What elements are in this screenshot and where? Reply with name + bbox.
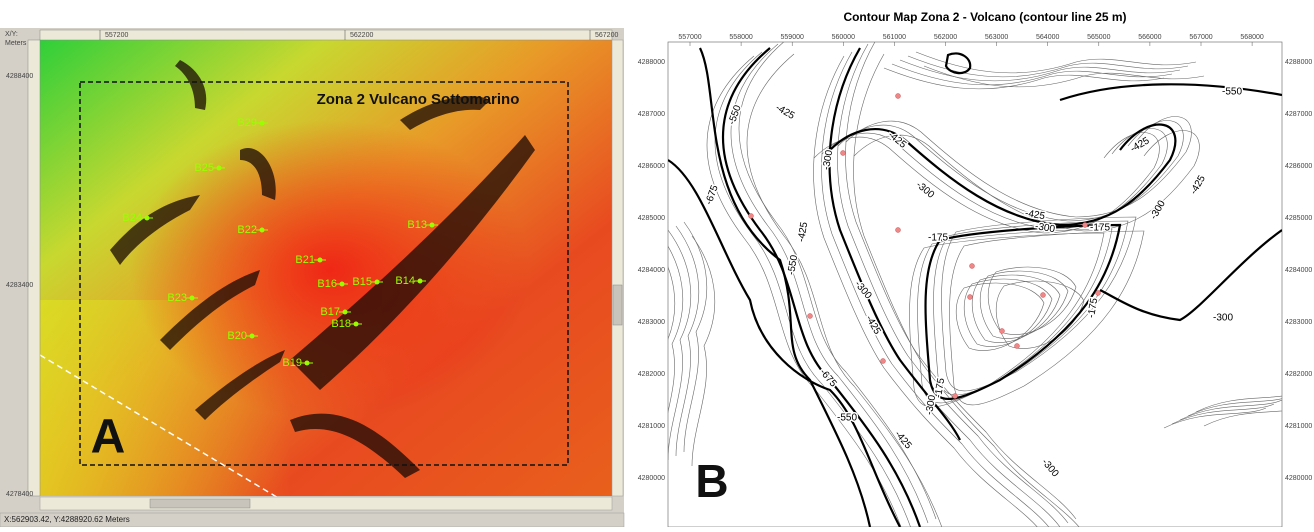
scroll-thumb[interactable] — [150, 499, 250, 508]
y-tick-label: 4286000 — [638, 163, 665, 170]
point-label: B15 — [352, 276, 372, 288]
point-label: B16 — [317, 278, 337, 290]
point-label: B17 — [320, 306, 340, 318]
x-tick-label: 568000 — [1240, 34, 1263, 41]
point-label: B22 — [237, 224, 257, 236]
left-ruler — [28, 40, 40, 496]
y-tick-label: 4280000 — [1285, 475, 1312, 482]
y-tick-label: 4281000 — [638, 423, 665, 430]
y-tick-label: 4281000 — [1285, 423, 1312, 430]
y-tick-label: 4286000 — [1285, 163, 1312, 170]
point-marker — [354, 322, 359, 327]
x-tick-label: 561000 — [883, 34, 906, 41]
status-text: X:562903.42, Y:4288920.62 Meters — [4, 515, 130, 524]
panel-letter: A — [91, 411, 126, 464]
figure: Zona 2 Vulcano Sottomarino A B29 B25 B24 B2… — [0, 0, 1314, 527]
point-marker — [250, 334, 255, 339]
x-tick-label: 566000 — [1138, 34, 1161, 41]
point-marker — [418, 279, 423, 284]
point-marker — [260, 228, 265, 233]
point-label: B14 — [395, 275, 415, 287]
point-label: B18 — [331, 318, 351, 330]
point-label: B24 — [122, 212, 142, 224]
point-label: B19 — [282, 357, 302, 369]
point-marker — [340, 282, 345, 287]
x-tick-label: 562000 — [934, 34, 957, 41]
point-marker — [145, 216, 150, 221]
y-tick-label: 4288000 — [1285, 59, 1312, 66]
y-tick-label: 4285000 — [638, 215, 665, 222]
x-tick-label: 563000 — [985, 34, 1008, 41]
map-title: Zona 2 Vulcano Sottomarino — [317, 91, 520, 108]
ruler-x-label: 557200 — [105, 32, 128, 39]
scroll-thumb[interactable] — [613, 285, 622, 325]
x-tick-label: 564000 — [1036, 34, 1059, 41]
y-tick-label: 4284000 — [1285, 267, 1312, 274]
x-tick-label: 559000 — [781, 34, 804, 41]
ruler-y-label: 4283400 — [6, 282, 33, 289]
contour-frame — [668, 42, 1282, 527]
y-tick-label: 4280000 — [638, 475, 665, 482]
point-marker — [190, 296, 195, 301]
y-tick-label: 4287000 — [638, 111, 665, 118]
y-tick-label: 4282000 — [638, 371, 665, 378]
point-label: B25 — [194, 162, 214, 174]
ruler-y-label: 4278400 — [6, 491, 33, 498]
y-tick-label: 4285000 — [1285, 215, 1312, 222]
panel-a: Zona 2 Vulcano Sottomarino A B29 B25 B24 B2… — [0, 28, 624, 527]
point-label: B23 — [167, 292, 187, 304]
point-marker — [318, 258, 323, 263]
y-tick-label: 4283000 — [1285, 319, 1312, 326]
x-tick-label: 557000 — [678, 34, 701, 41]
x-tick-label: 558000 — [729, 34, 752, 41]
y-tick-label: 4287000 — [1285, 111, 1312, 118]
contour-label: -550 — [1222, 87, 1242, 98]
map-title: Contour Map Zona 2 - Volcano (contour li… — [843, 10, 1126, 24]
x-tick-label: 567000 — [1189, 34, 1212, 41]
contour-label: -175 — [1090, 223, 1110, 234]
y-tick-label: 4288000 — [638, 59, 665, 66]
contour-label: -550 — [837, 413, 857, 424]
panel-b: Contour Map Zona 2 - Volcano (contour li… — [638, 10, 1313, 527]
ruler-x-label: 567200 — [595, 32, 618, 39]
y-tick-label: 4282000 — [1285, 371, 1312, 378]
contour-label: -175 — [928, 233, 948, 244]
point-marker — [375, 280, 380, 285]
vertical-scrollbar[interactable] — [612, 40, 623, 496]
point-marker — [217, 166, 222, 171]
panel-letter: B — [695, 455, 728, 507]
contour-label: -300 — [1213, 313, 1233, 324]
x-tick-label: 565000 — [1087, 34, 1110, 41]
point-label: B20 — [227, 330, 247, 342]
point-label: B21 — [295, 254, 315, 266]
point-marker — [305, 361, 310, 366]
ruler-x-label: 562200 — [350, 32, 373, 39]
ruler-y-label: 4288400 — [6, 73, 33, 80]
point-marker — [430, 223, 435, 228]
y-tick-label: 4283000 — [638, 319, 665, 326]
point-marker — [260, 121, 265, 126]
point-label: B13 — [407, 219, 427, 231]
point-label: B29 — [237, 117, 257, 129]
ruler-label: X/Y: — [5, 31, 18, 38]
x-tick-label: 560000 — [832, 34, 855, 41]
horizontal-scrollbar[interactable] — [40, 497, 612, 510]
ruler-label: Meters — [5, 40, 27, 47]
point-marker — [343, 310, 348, 315]
y-tick-label: 4284000 — [638, 267, 665, 274]
